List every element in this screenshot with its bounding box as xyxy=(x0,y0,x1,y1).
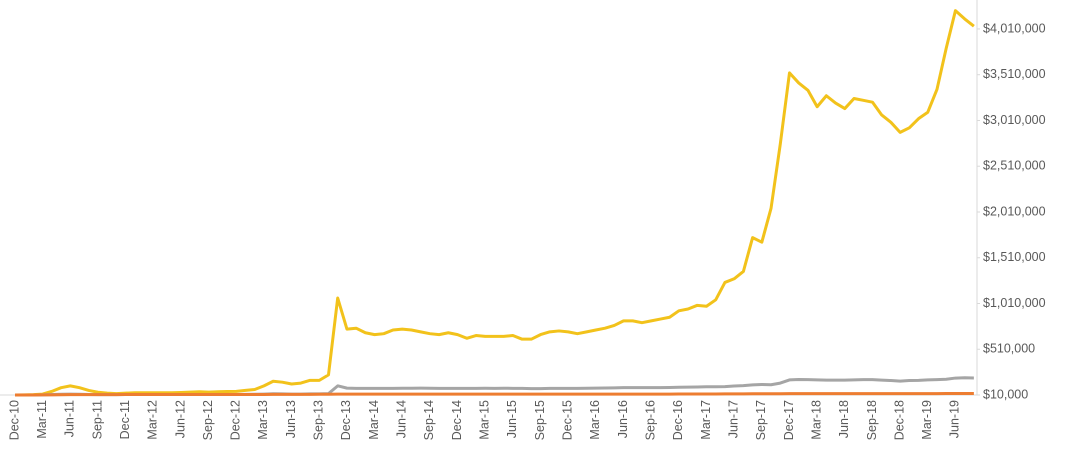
y-tick-label: $2,010,000 xyxy=(983,204,1046,218)
y-tick-label: $3,010,000 xyxy=(983,113,1046,127)
x-tick-label: Dec-17 xyxy=(782,400,796,440)
y-tick-label: $510,000 xyxy=(983,342,1035,356)
line-series xyxy=(14,9,975,397)
x-tick-label: Jun-19 xyxy=(948,400,962,438)
x-tick-label: Jun-18 xyxy=(837,400,851,438)
x-tick-label: Dec-13 xyxy=(339,400,353,440)
x-tick-label: Mar-15 xyxy=(478,400,492,440)
x-tick-label: Jun-15 xyxy=(505,400,519,438)
x-tick-label: Dec-18 xyxy=(892,400,906,440)
x-tick-label: Jun-12 xyxy=(173,400,187,438)
x-tick-label: Mar-17 xyxy=(699,400,713,440)
x-tick-label: Dec-11 xyxy=(118,400,132,439)
x-tick-label: Mar-11 xyxy=(35,400,49,439)
x-tick-label: Mar-16 xyxy=(588,400,602,440)
x-tick-label: Jun-16 xyxy=(616,400,630,438)
x-tick-label: Sep-12 xyxy=(201,400,215,440)
y-tick-label: $1,010,000 xyxy=(983,296,1046,310)
x-tick-label: Sep-13 xyxy=(312,400,326,440)
x-tick-label: Sep-17 xyxy=(754,400,768,440)
x-tick-label: Sep-16 xyxy=(643,400,657,440)
x-tick-label: Dec-16 xyxy=(671,400,685,440)
line-series xyxy=(15,392,974,397)
x-tick-label: Jun-11 xyxy=(63,400,77,437)
x-tick-label: Mar-12 xyxy=(146,400,160,440)
x-tick-label: Dec-14 xyxy=(450,400,464,440)
x-tick-label: Jun-17 xyxy=(726,400,740,438)
x-tick-label: Mar-14 xyxy=(367,400,381,440)
x-tick-label: Sep-18 xyxy=(865,400,879,440)
x-tick-label: Sep-11 xyxy=(90,400,104,439)
x-tick-label: Jun-14 xyxy=(395,400,409,438)
x-tick-label: Jun-13 xyxy=(284,400,298,438)
x-tick-label: Mar-18 xyxy=(809,400,823,440)
y-tick-label: $4,010,000 xyxy=(983,21,1046,35)
x-tick-label: Sep-14 xyxy=(422,400,436,440)
x-tick-label: Dec-15 xyxy=(560,400,574,440)
y-tick-label: $10,000 xyxy=(983,387,1028,401)
y-tick-label: $2,510,000 xyxy=(983,159,1046,173)
x-tick-label: Dec-10 xyxy=(7,400,21,440)
x-tick-label: Dec-12 xyxy=(229,400,243,440)
y-tick-label: $1,510,000 xyxy=(983,250,1046,264)
y-tick-label: $3,510,000 xyxy=(983,67,1046,81)
x-tick-label: Mar-13 xyxy=(256,400,270,440)
x-tick-label: Sep-15 xyxy=(533,400,547,440)
x-tick-label: Mar-19 xyxy=(920,400,934,440)
